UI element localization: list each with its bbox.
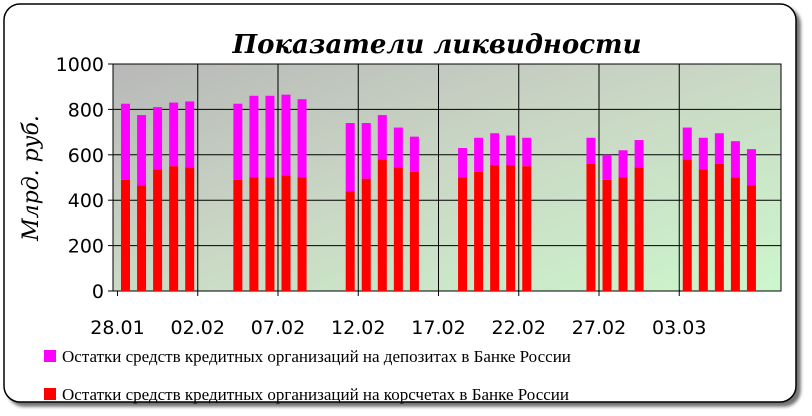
bar-deposit [233,103,243,180]
bar-deposit [602,154,612,180]
bar-korschet [730,177,740,291]
bar-deposit [153,107,163,170]
bar-korschet [458,177,468,291]
legend: Остатки средств кредитных организаций на… [44,347,571,404]
bar-korschet [634,167,644,291]
y-tick-label: 800 [68,99,104,121]
bar-korschet [682,159,692,291]
x-tick-label: 12.02 [331,317,385,339]
y-tick-label: 0 [92,281,104,303]
bar-korschet [522,166,532,291]
chart-title: Показатели ликвидности [232,30,642,60]
legend-label: Остатки средств кредитных организаций на… [62,385,569,404]
legend-swatch [44,350,56,362]
bar-deposit [249,95,259,178]
bar-deposit [458,147,468,178]
x-tick-label: 02.02 [171,317,225,339]
bar-korschet [474,171,484,291]
bar-korschet [393,167,403,291]
bar-deposit [345,123,355,192]
bar-group [121,94,756,291]
bar-deposit [522,137,532,167]
bar-korschet [377,159,387,291]
bar-deposit [698,137,708,170]
bar-deposit [281,94,291,176]
x-tick-label: 22.02 [492,317,546,339]
bar-deposit [682,127,692,160]
bar-deposit [586,137,596,164]
x-tick-label: 17.02 [411,317,465,339]
legend-label: Остатки средств кредитных организаций на… [62,347,571,366]
bar-korschet [586,163,596,291]
y-tick-label: 400 [68,190,104,212]
bar-korschet [169,166,179,291]
bar-deposit [169,102,179,167]
y-tick-label: 600 [68,145,104,167]
y-tick-label: 1000 [56,54,104,76]
legend-swatch [44,388,56,400]
bar-deposit [634,140,644,168]
bar-korschet [602,179,612,291]
bar-deposit [265,95,275,178]
bar-korschet [361,178,371,291]
bar-korschet [265,177,275,291]
bar-korschet [297,177,307,291]
bar-korschet [153,169,163,291]
bar-korschet [698,169,708,291]
x-tick-label: 07.02 [251,317,305,339]
bar-korschet [281,175,291,291]
bar-korschet [618,177,628,291]
bar-deposit [185,101,195,168]
bar-deposit [490,133,500,166]
bar-korschet [714,163,724,291]
bar-deposit [393,127,403,168]
bar-korschet [345,191,355,291]
bar-korschet [746,185,756,291]
axes: 0 200 400 600 800 1000 28.01 02.02 07.02 12.02 17.… [56,54,707,339]
bar-korschet [409,171,419,291]
plot-area [112,63,782,292]
bar-korschet [121,179,130,291]
grid-lines [113,64,781,291]
bar-korschet [490,165,500,291]
bar-deposit [409,136,419,172]
bar-deposit [506,135,516,166]
x-tick-label: 03.03 [652,317,706,339]
x-tick-label: 28.01 [90,317,144,339]
bar-korschet [185,167,195,291]
bar-deposit [714,133,724,164]
bar-deposit [474,137,484,172]
x-tick-label: 27.02 [572,317,626,339]
bar-korschet [249,177,259,291]
bar-deposit [746,149,756,186]
bar-deposit [137,115,147,186]
bar-korschet [137,185,147,291]
bar-deposit [618,150,628,178]
bar-korschet [233,179,243,291]
bar-korschet [506,165,516,291]
bar-deposit [297,99,307,178]
y-axis-label: Млрд. руб. [19,115,44,242]
bar-deposit [377,115,387,160]
bar-deposit [361,123,371,179]
y-tick-label: 200 [68,236,104,258]
bar-deposit [730,141,740,178]
bar-deposit [121,103,130,180]
